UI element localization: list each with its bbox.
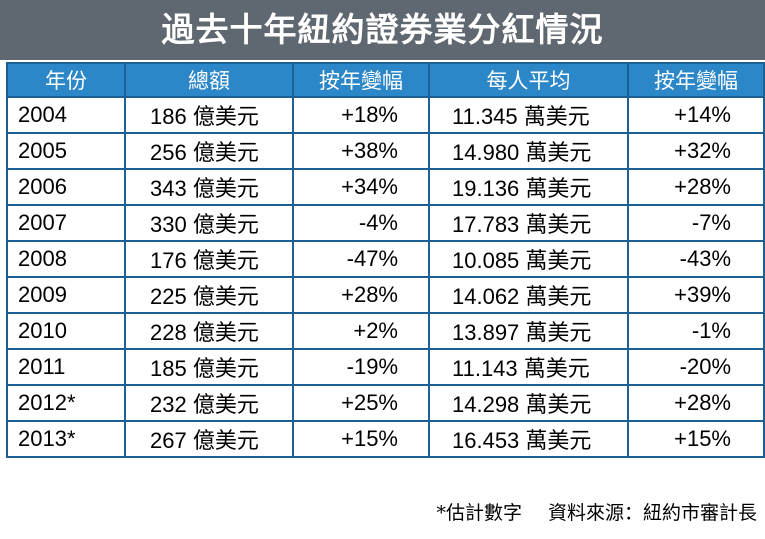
- average-change-cell: +14%: [627, 96, 765, 134]
- header-total: 總額: [124, 62, 294, 98]
- table-row: 2006 343 億美元 +34% 19.136 萬美元 +28%: [6, 168, 765, 206]
- average-change-cell: -43%: [627, 240, 765, 278]
- average-cell: 19.136 萬美元: [428, 168, 629, 206]
- average-cell: 16.453 萬美元: [428, 420, 629, 458]
- table-row: 2009 225 億美元 +28% 14.062 萬美元 +39%: [6, 276, 765, 314]
- total-change-cell: +25%: [292, 384, 430, 422]
- average-change-cell: +15%: [627, 420, 765, 458]
- table-row: 2011 185 億美元 -19% 11.143 萬美元 -20%: [6, 348, 765, 386]
- header-total-change: 按年變幅: [292, 62, 430, 98]
- average-change-cell: -1%: [627, 312, 765, 350]
- footnote: *估計數字 資料來源：紐約市審計長: [436, 498, 757, 525]
- header-average-change: 按年變幅: [627, 62, 765, 98]
- total-change-cell: -4%: [292, 204, 430, 242]
- total-change-cell: +38%: [292, 132, 430, 170]
- average-change-cell: +39%: [627, 276, 765, 314]
- year-cell: 2013*: [6, 420, 126, 458]
- average-change-cell: -7%: [627, 204, 765, 242]
- table-title: 過去十年紐約證券業分紅情況: [0, 0, 765, 60]
- total-change-cell: +34%: [292, 168, 430, 206]
- table-row: 2008 176 億美元 -47% 10.085 萬美元 -43%: [6, 240, 765, 278]
- total-cell: 343 億美元: [124, 168, 294, 206]
- source-note: 資料來源：紐約市審計長: [547, 502, 757, 524]
- table-body: 2004 186 億美元 +18% 11.345 萬美元 +14% 2005 256 億美元…: [6, 96, 765, 458]
- average-cell: 11.143 萬美元: [428, 348, 629, 386]
- average-change-cell: +28%: [627, 168, 765, 206]
- total-cell: 225 億美元: [124, 276, 294, 314]
- year-cell: 2009: [6, 276, 126, 314]
- year-cell: 2004: [6, 96, 126, 134]
- total-cell: 186 億美元: [124, 96, 294, 134]
- table-row: 2012* 232 億美元 +25% 14.298 萬美元 +28%: [6, 384, 765, 422]
- year-cell: 2006: [6, 168, 126, 206]
- table-row: 2004 186 億美元 +18% 11.345 萬美元 +14%: [6, 96, 765, 134]
- total-change-cell: +2%: [292, 312, 430, 350]
- total-cell: 185 億美元: [124, 348, 294, 386]
- total-cell: 267 億美元: [124, 420, 294, 458]
- year-cell: 2005: [6, 132, 126, 170]
- average-cell: 10.085 萬美元: [428, 240, 629, 278]
- average-cell: 14.062 萬美元: [428, 276, 629, 314]
- year-cell: 2010: [6, 312, 126, 350]
- total-change-cell: +15%: [292, 420, 430, 458]
- table-row: 2007 330 億美元 -4% 17.783 萬美元 -7%: [6, 204, 765, 242]
- average-cell: 13.897 萬美元: [428, 312, 629, 350]
- year-cell: 2011: [6, 348, 126, 386]
- table-row: 2010 228 億美元 +2% 13.897 萬美元 -1%: [6, 312, 765, 350]
- average-change-cell: +32%: [627, 132, 765, 170]
- total-cell: 176 億美元: [124, 240, 294, 278]
- average-cell: 17.783 萬美元: [428, 204, 629, 242]
- bonus-table: 年份 總額 按年變幅 每人平均 按年變幅 2004 186 億美元 +18% 11.3…: [6, 62, 765, 458]
- year-cell: 2008: [6, 240, 126, 278]
- total-change-cell: -47%: [292, 240, 430, 278]
- total-cell: 330 億美元: [124, 204, 294, 242]
- table-row: 2005 256 億美元 +38% 14.980 萬美元 +32%: [6, 132, 765, 170]
- header-average: 每人平均: [428, 62, 629, 98]
- total-cell: 228 億美元: [124, 312, 294, 350]
- average-cell: 14.980 萬美元: [428, 132, 629, 170]
- header-year: 年份: [6, 62, 126, 98]
- average-cell: 11.345 萬美元: [428, 96, 629, 134]
- average-cell: 14.298 萬美元: [428, 384, 629, 422]
- average-change-cell: +28%: [627, 384, 765, 422]
- total-change-cell: +18%: [292, 96, 430, 134]
- total-change-cell: +28%: [292, 276, 430, 314]
- total-change-cell: -19%: [292, 348, 430, 386]
- year-cell: 2007: [6, 204, 126, 242]
- total-cell: 232 億美元: [124, 384, 294, 422]
- estimate-note: *估計數字: [436, 502, 522, 524]
- total-cell: 256 億美元: [124, 132, 294, 170]
- table-row: 2013* 267 億美元 +15% 16.453 萬美元 +15%: [6, 420, 765, 458]
- year-cell: 2012*: [6, 384, 126, 422]
- average-change-cell: -20%: [627, 348, 765, 386]
- header-row: 年份 總額 按年變幅 每人平均 按年變幅: [6, 62, 765, 98]
